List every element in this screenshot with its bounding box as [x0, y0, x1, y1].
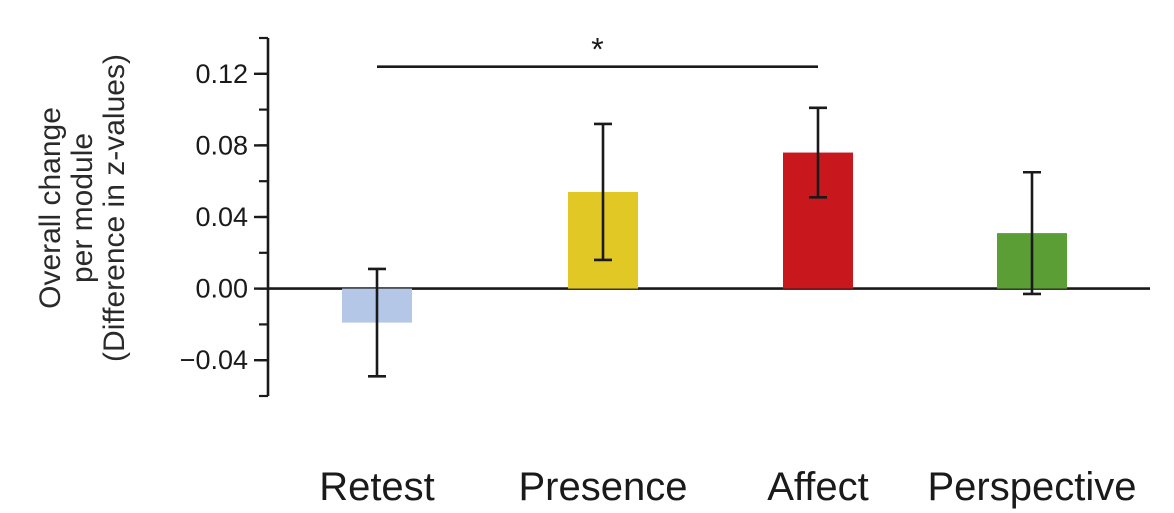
x-tick-label-perspective: Perspective — [928, 465, 1137, 509]
y-tick-label: 0.12 — [195, 59, 248, 89]
y-tick-label: 0.00 — [195, 274, 248, 304]
significance-annotation: * — [377, 32, 818, 68]
y-axis-label-line-3: (Difference in z-values) — [98, 54, 131, 362]
bars — [342, 152, 1067, 323]
x-tick-label-presence: Presence — [519, 465, 688, 509]
y-tick-label: 0.04 — [195, 202, 248, 232]
x-tick-label-retest: Retest — [319, 465, 435, 509]
y-axis-label-line-2: per module — [66, 133, 99, 283]
x-axis-labels: Retest Presence Affect Perspective — [319, 465, 1136, 509]
y-axis-label-line-1: Overall change — [34, 107, 67, 309]
y-tick-label: −0.04 — [180, 345, 248, 375]
y-tick-label: 0.08 — [195, 130, 248, 160]
axes: −0.04 0.00 0.04 0.08 0.12 — [180, 36, 1150, 398]
x-tick-label-affect: Affect — [767, 465, 869, 509]
error-bars — [368, 106, 1041, 378]
y-axis-label: Overall change per module (Difference in… — [34, 54, 131, 362]
significance-asterisk: * — [591, 32, 603, 68]
